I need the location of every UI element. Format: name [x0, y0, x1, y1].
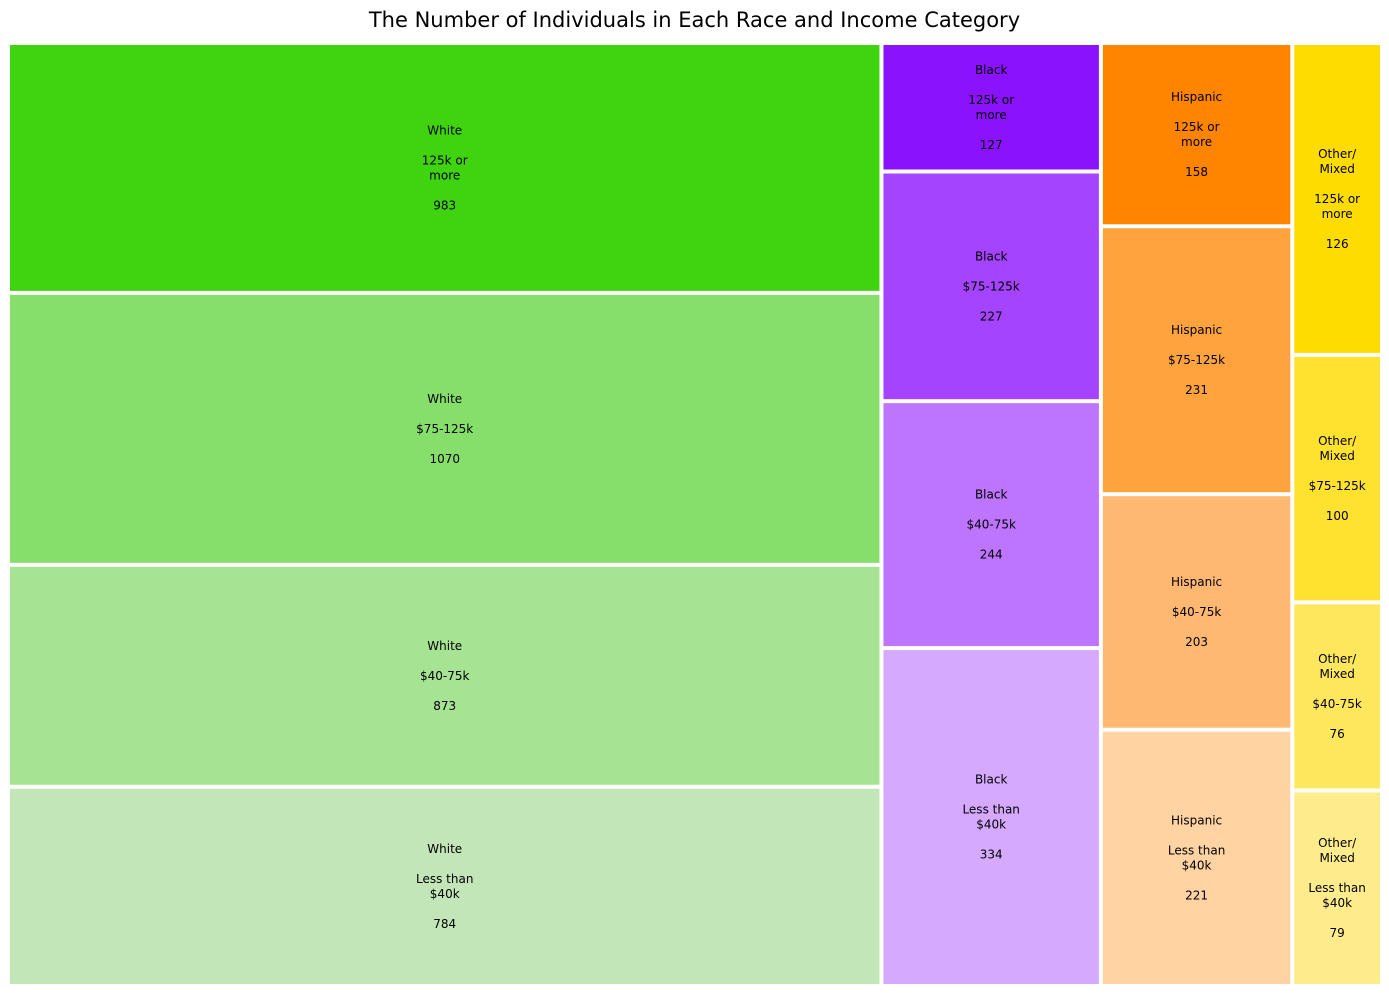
tile-category-label: $40-75k	[1172, 605, 1222, 619]
treemap-tile	[10, 566, 880, 785]
tile-group-label: Mixed	[1319, 851, 1354, 865]
tile-group-label: White	[427, 639, 462, 653]
tile-group-label: Black	[975, 63, 1008, 77]
tile-category-label: 125k or	[1174, 120, 1220, 134]
treemap-tile	[1294, 792, 1380, 984]
tile-value-label: 784	[433, 917, 456, 931]
tile-value-label: 231	[1185, 383, 1208, 397]
tile-value-label: 126	[1326, 237, 1349, 251]
tile-category-label: more	[429, 168, 460, 182]
tile-group-label: White	[427, 123, 462, 137]
tile-category-label: $40-75k	[1312, 697, 1362, 711]
tile-category-label: Less than	[416, 872, 473, 886]
tile-category-label: $40k	[976, 818, 1006, 832]
tile-category-label: $40k	[430, 887, 460, 901]
treemap-tile	[1102, 731, 1291, 984]
tile-group-label: Black	[975, 488, 1008, 502]
treemap-tile	[1294, 45, 1380, 353]
tile-group-label: Other/	[1318, 434, 1357, 448]
treemap-tile	[1102, 228, 1291, 493]
tile-group-label: Mixed	[1319, 162, 1354, 176]
treemap-tile	[10, 788, 880, 984]
treemap-tile	[10, 294, 880, 563]
tile-group-label: Hispanic	[1171, 575, 1222, 589]
tile-value-label: 79	[1330, 926, 1345, 940]
tile-category-label: $75-125k	[416, 422, 473, 436]
treemap-tile	[883, 45, 1099, 170]
tile-group-label: Mixed	[1319, 449, 1354, 463]
chart-title: The Number of Individuals in Each Race a…	[368, 8, 1021, 32]
tile-value-label: 873	[433, 699, 456, 713]
tile-group-label: Black	[975, 249, 1008, 263]
treemap-tile	[1102, 496, 1291, 728]
tile-category-label: 125k or	[1314, 192, 1360, 206]
tile-category-label: $40-75k	[420, 669, 470, 683]
treemap-tile	[883, 650, 1099, 984]
tile-group-label: Mixed	[1319, 667, 1354, 681]
tile-value-label: 221	[1185, 888, 1208, 902]
tile-category-label: $40k	[1322, 896, 1352, 910]
treemap-tile	[1102, 45, 1291, 225]
tile-category-label: $40-75k	[966, 518, 1016, 532]
tile-group-label: Hispanic	[1171, 323, 1222, 337]
tile-value-label: 127	[980, 138, 1003, 152]
treemap-tile	[10, 45, 880, 291]
treemap-tile	[1294, 604, 1380, 789]
tile-category-label: 125k or	[422, 153, 468, 167]
treemap-tile	[1294, 356, 1380, 601]
tile-category-label: $75-125k	[1309, 479, 1366, 493]
tile-group-label: White	[427, 392, 462, 406]
tile-group-label: Other/	[1318, 147, 1357, 161]
tile-value-label: 244	[980, 548, 1003, 562]
tile-value-label: 1070	[429, 452, 460, 466]
tile-value-label: 203	[1185, 635, 1208, 649]
tile-category-label: Less than	[1168, 843, 1225, 857]
tile-value-label: 334	[980, 848, 1003, 862]
tile-group-label: Black	[975, 773, 1008, 787]
tile-category-label: Less than	[1308, 881, 1365, 895]
tile-category-label: more	[976, 108, 1007, 122]
tile-group-label: White	[427, 842, 462, 856]
treemap-tile	[883, 173, 1099, 400]
tile-group-label: Other/	[1318, 836, 1357, 850]
tile-category-label: $75-125k	[963, 279, 1020, 293]
tile-value-label: 227	[980, 309, 1003, 323]
tile-value-label: 100	[1326, 509, 1349, 523]
tile-category-label: $75-125k	[1168, 353, 1225, 367]
tile-category-label: Less than	[962, 803, 1019, 817]
tile-group-label: Hispanic	[1171, 813, 1222, 827]
tile-group-label: Other/	[1318, 652, 1357, 666]
tile-group-label: Hispanic	[1171, 90, 1222, 104]
tile-value-label: 158	[1185, 165, 1208, 179]
tile-value-label: 76	[1330, 727, 1345, 741]
tile-category-label: $40k	[1182, 858, 1212, 872]
treemap-tile	[883, 403, 1099, 647]
tile-value-label: 983	[433, 198, 456, 212]
tile-category-label: 125k or	[968, 93, 1014, 107]
tile-category-label: more	[1322, 207, 1353, 221]
tile-category-label: more	[1181, 135, 1212, 149]
